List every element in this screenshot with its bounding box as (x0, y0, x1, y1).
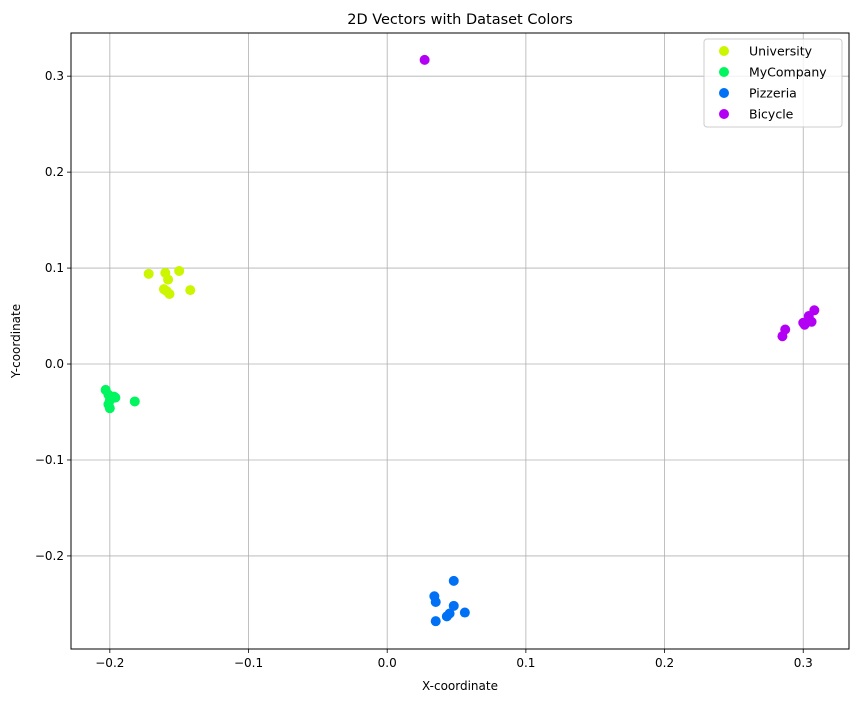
x-tick-label: −0.1 (234, 656, 263, 670)
x-tick-label: 0.2 (655, 656, 674, 670)
data-point-pizzeria (448, 600, 459, 611)
y-tick-label: 0.1 (45, 261, 64, 275)
data-point-university (143, 268, 154, 279)
x-tick-label: 0.3 (794, 656, 813, 670)
legend-box (703, 38, 843, 128)
x-axis: −0.2 −0.1 0.0 0.1 0.2 0.3 (95, 649, 813, 670)
x-tick-label: 0.0 (378, 656, 397, 670)
data-point-mycompany (104, 403, 115, 414)
data-point-pizzeria (430, 596, 441, 607)
y-tick-label: −0.2 (35, 549, 64, 563)
chart-title: 2D Vectors with Dataset Colors (347, 12, 573, 28)
y-tick-label: −0.1 (35, 453, 64, 467)
data-point-bicycle (419, 54, 430, 65)
legend-label-bicycle: Bicycle (749, 107, 794, 122)
legend-label-mycompany: MyCompany (749, 65, 827, 80)
data-point-bicycle (799, 319, 810, 330)
y-tick-label: 0.2 (45, 165, 64, 179)
plot-frame (70, 32, 850, 650)
data-point-university (185, 285, 196, 296)
x-tick-label: −0.2 (95, 656, 124, 670)
y-axis-label: Y-coordinate (9, 304, 23, 379)
legend-label-university: University (749, 44, 813, 59)
data-point-university (174, 265, 185, 276)
data-point-university (161, 286, 172, 297)
legend-label-pizzeria: Pizzeria (749, 86, 797, 101)
y-axis: −0.2 −0.1 0.0 0.1 0.2 0.3 (35, 69, 71, 563)
x-tick-label: 0.1 (516, 656, 535, 670)
data-point-pizzeria (459, 607, 470, 618)
data-point-pizzeria (448, 575, 459, 586)
legend-marker-bicycle (719, 109, 729, 119)
legend: University MyCompany Pizzeria Bicycle (703, 38, 843, 128)
data-point-mycompany (129, 396, 140, 407)
data-point-university (163, 274, 174, 285)
legend-marker-pizzeria (719, 88, 729, 98)
x-axis-label: X-coordinate (422, 679, 498, 693)
data-points (100, 54, 820, 627)
data-point-pizzeria (430, 616, 441, 627)
data-point-pizzeria (441, 611, 452, 622)
legend-marker-mycompany (719, 67, 729, 77)
legend-marker-university (719, 46, 729, 56)
data-point-bicycle (777, 331, 788, 342)
y-tick-label: 0.0 (45, 357, 64, 371)
grid (71, 33, 849, 649)
y-tick-label: 0.3 (45, 69, 64, 83)
